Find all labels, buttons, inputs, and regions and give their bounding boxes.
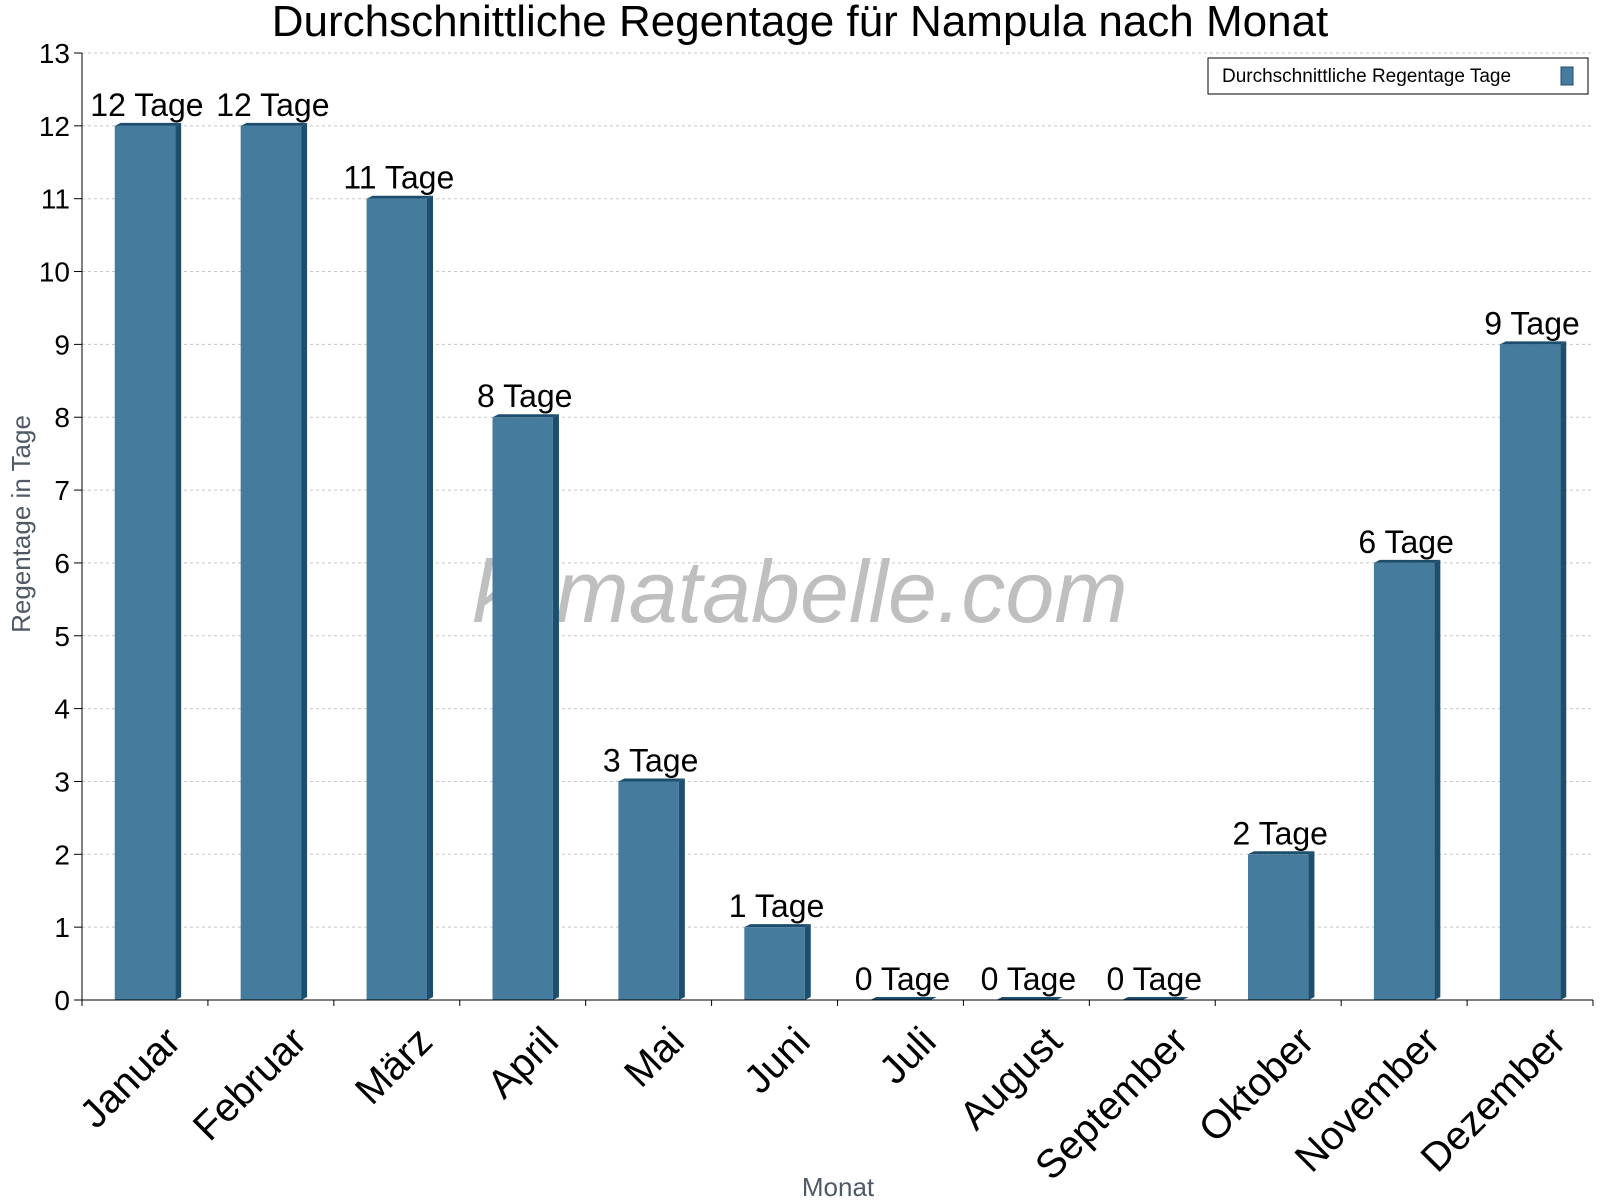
bar [1247,854,1309,1000]
bar [618,781,679,1000]
data-labels: 12 Tage 12 Tage 11 Tage 8 Tage 3 Tage 1 Tage 0… [90,87,1579,997]
data-label: 8 Tage [477,378,573,414]
legend-swatch [1560,66,1574,86]
y-tick-label: 0 [54,985,70,1016]
data-label: 12 Tage [90,87,203,123]
chart-title: Durchschnittliche Regentage für Nampula … [272,0,1329,46]
x-tick-label: August [951,1019,1070,1138]
x-tick-label: Juni [736,1019,819,1102]
bar-top [240,122,308,126]
x-tick-label: April [479,1019,567,1107]
data-label: 12 Tage [216,87,329,123]
y-tick-label: 9 [54,329,70,360]
watermark-text: klimatabelle.com [472,542,1127,641]
bar-top [366,195,434,199]
y-tick-label: 11 [41,184,70,215]
bars [114,122,1567,1001]
y-tick-label: 12 [39,111,70,142]
bar-top [1373,559,1441,563]
y-tick-label: 3 [54,766,70,797]
bar-top [1247,851,1315,855]
bar-side [552,414,559,1000]
y-tick-label: 6 [54,548,70,579]
legend-label: Durchschnittliche Regentage Tage [1222,66,1511,87]
data-label: 9 Tage [1484,305,1580,341]
x-tick-label: März [347,1019,441,1113]
bar-top [870,997,937,1000]
data-label: 1 Tage [729,888,825,924]
y-tick-label: 8 [54,402,70,433]
data-label: 0 Tage [981,961,1077,997]
y-tick-label: 10 [39,257,70,288]
bar [492,417,553,1000]
bar [366,198,428,1000]
data-label: 11 Tage [343,160,454,196]
y-tick-label: 1 [54,912,70,943]
bar-side [1308,851,1315,1000]
y-tick-label: 4 [54,694,70,725]
y-tick-label: 2 [54,839,70,870]
bar-side [1560,341,1567,1000]
y-axis-title: Regentage in Tage [6,415,36,633]
y-tick-label: 13 [39,38,70,69]
bar-top [492,414,559,418]
y-tick-label: 7 [54,475,70,506]
bar-top [996,997,1063,1000]
data-label: 6 Tage [1358,524,1454,560]
x-tick-label: Oktober [1191,1019,1323,1151]
data-label: 2 Tage [1232,815,1328,851]
bar-top [744,924,811,928]
bar-side [1434,559,1441,1000]
bar [114,125,176,1001]
bar [744,927,805,1000]
bar-top [114,122,182,126]
bar-top [1122,997,1189,1000]
bar [1373,562,1435,1000]
bar [1499,344,1561,1000]
x-tick-label: Juli [871,1019,945,1093]
bar-top [618,778,685,782]
y-tick-label: 5 [54,621,70,652]
data-label: 0 Tage [1107,961,1203,997]
x-tick-label: Februar [185,1019,315,1149]
x-tick-label: Januar [72,1019,190,1137]
bar-side [678,778,685,1000]
data-label: 0 Tage [855,961,951,997]
bar [240,125,302,1001]
data-label: 3 Tage [603,742,699,778]
bar-side [427,195,434,1000]
bar-side [301,122,308,1001]
bar-side [804,924,811,1000]
x-axis-title: Monat [802,1172,875,1200]
x-tick-label: Mai [616,1019,693,1096]
legend: Durchschnittliche Regentage Tage [1207,57,1589,95]
bar-side [175,122,182,1001]
legend-box [1207,57,1589,95]
bar-top [1499,341,1567,345]
grid-lines [82,52,1593,928]
